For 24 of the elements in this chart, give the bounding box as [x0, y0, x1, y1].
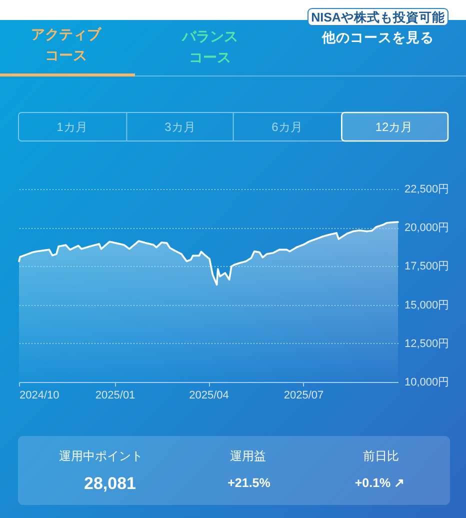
- text: 28,081: [84, 474, 136, 493]
- y-tick-label: 17,500円: [404, 260, 450, 273]
- text: 3カ月: [164, 120, 196, 134]
- text: NISAや株式も投資可能: [311, 10, 446, 24]
- y-tick-label: 22,500円: [404, 184, 450, 196]
- text: バランスコース: [181, 28, 238, 65]
- text: 他のコースを見る: [321, 30, 434, 45]
- y-tick-label: 12,500円: [404, 338, 450, 350]
- x-tick-label: 2025/04: [189, 390, 229, 402]
- y-tick-label: 15,000円: [404, 299, 450, 312]
- text: アクティブコース: [31, 26, 102, 63]
- y-tick-label: 20,000円: [404, 222, 450, 234]
- text: 6カ月: [272, 120, 302, 134]
- text: 前日比: [363, 449, 399, 463]
- text: 12カ月: [375, 120, 413, 134]
- x-tick-label: 2025/07: [284, 390, 324, 402]
- text: 1カ月: [56, 120, 88, 134]
- text: 運用中ポイント: [59, 449, 143, 463]
- y-tick-label: 10,000円: [404, 376, 450, 388]
- x-tick-label: 2025/01: [95, 390, 136, 402]
- text: +21.5%: [228, 476, 270, 490]
- x-tick-label: 2024/10: [20, 390, 60, 402]
- text: +0.1% ↗: [354, 476, 406, 490]
- text: 運用益: [230, 449, 266, 463]
